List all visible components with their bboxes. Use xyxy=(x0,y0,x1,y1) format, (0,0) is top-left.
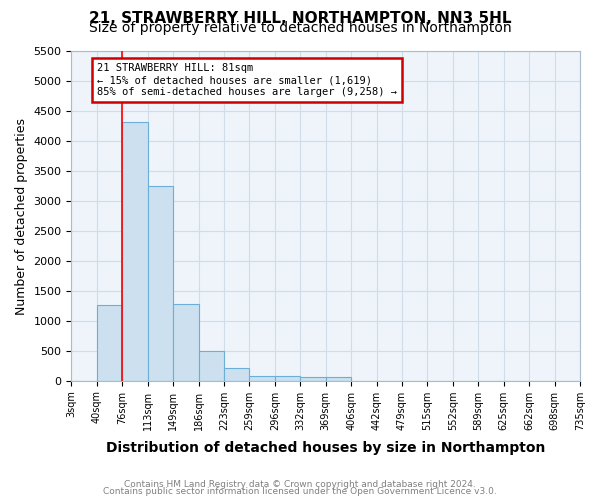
Text: 21, STRAWBERRY HILL, NORTHAMPTON, NN3 5HL: 21, STRAWBERRY HILL, NORTHAMPTON, NN3 5H… xyxy=(89,11,511,26)
Bar xyxy=(250,376,275,380)
Bar xyxy=(224,368,250,380)
Bar xyxy=(326,378,351,380)
Text: 21 STRAWBERRY HILL: 81sqm
← 15% of detached houses are smaller (1,619)
85% of se: 21 STRAWBERRY HILL: 81sqm ← 15% of detac… xyxy=(97,64,397,96)
Text: Contains HM Land Registry data © Crown copyright and database right 2024.: Contains HM Land Registry data © Crown c… xyxy=(124,480,476,489)
X-axis label: Distribution of detached houses by size in Northampton: Distribution of detached houses by size … xyxy=(106,441,545,455)
Bar xyxy=(199,352,224,380)
Text: Size of property relative to detached houses in Northampton: Size of property relative to detached ho… xyxy=(89,21,511,35)
Y-axis label: Number of detached properties: Number of detached properties xyxy=(15,118,28,314)
Text: Contains public sector information licensed under the Open Government Licence v3: Contains public sector information licen… xyxy=(103,487,497,496)
Bar xyxy=(300,378,326,380)
Bar xyxy=(275,376,300,380)
Bar xyxy=(173,304,199,380)
Bar xyxy=(97,306,122,380)
Bar xyxy=(122,122,148,380)
Bar xyxy=(148,186,173,380)
